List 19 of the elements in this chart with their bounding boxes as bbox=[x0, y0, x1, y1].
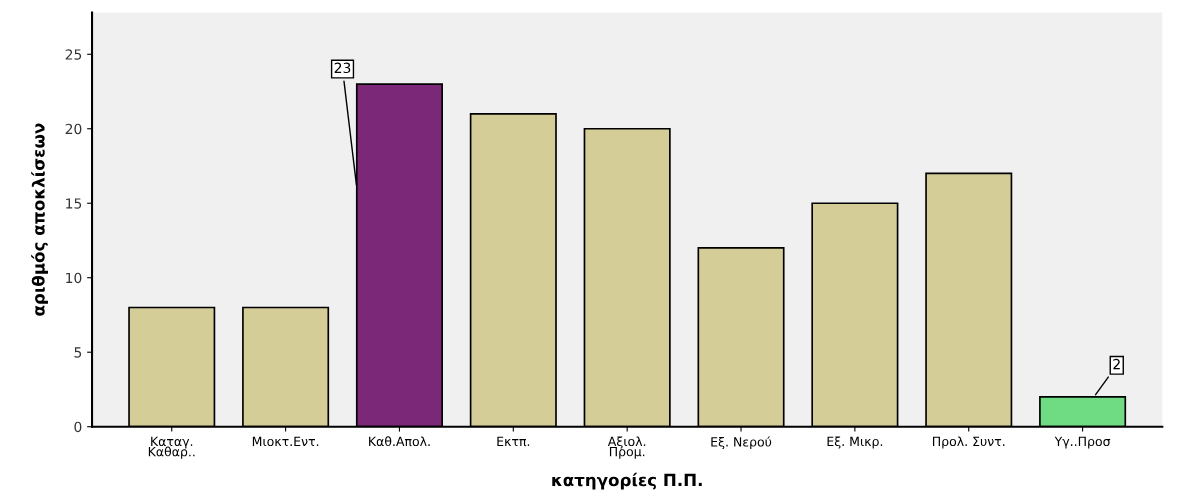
y-axis-title: αριθμός αποκλίσεων bbox=[31, 123, 48, 316]
data-label: 23 bbox=[334, 62, 351, 74]
y-tick-label: 10 bbox=[66, 272, 82, 284]
x-tick-label: Εξ. Μικρ. bbox=[827, 436, 883, 449]
x-tick-label: Μιοκτ.Εντ. bbox=[252, 436, 319, 447]
y-tick-label: 20 bbox=[65, 123, 82, 135]
x-tick-label: Υγ..Προσ bbox=[1054, 436, 1111, 449]
y-tick-label: 15 bbox=[66, 198, 82, 209]
x-tick-label: Αξιολ. Προμ. bbox=[607, 436, 646, 459]
x-tick-label: Εξ. Νερού bbox=[711, 436, 772, 450]
y-tick-label: 5 bbox=[74, 347, 82, 358]
data-label: 2 bbox=[1113, 358, 1120, 370]
x-axis-title: κατηγορίες Π.Π. bbox=[552, 472, 702, 490]
x-tick-label: Καθ.Απολ. bbox=[369, 436, 430, 447]
y-tick-label: 25 bbox=[65, 49, 82, 60]
x-tick-label: Καταγ. Καθαρ.. bbox=[148, 436, 195, 459]
x-tick-label: Προλ. Συντ. bbox=[933, 436, 1005, 449]
y-tick-label: 0 bbox=[74, 421, 82, 433]
x-tick-label: Εκτπ. bbox=[497, 436, 530, 447]
